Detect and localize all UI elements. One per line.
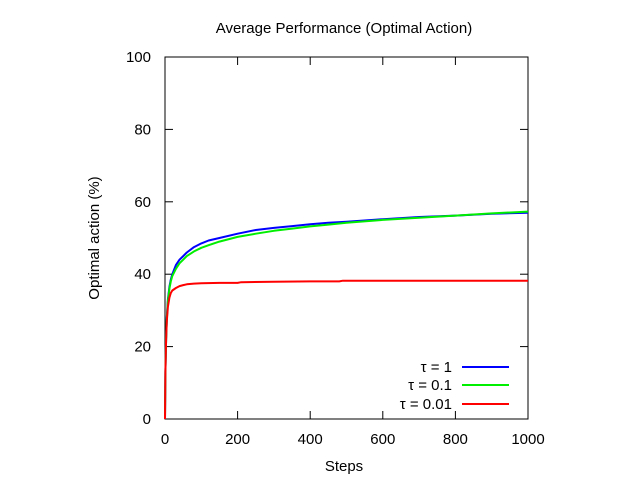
x-tick-label: 600 bbox=[370, 431, 395, 448]
x-tick-label: 800 bbox=[443, 431, 468, 448]
chart-title: Average Performance (Optimal Action) bbox=[216, 20, 473, 37]
y-tick-label: 20 bbox=[134, 339, 151, 356]
series-layer bbox=[164, 210, 529, 420]
y-axis-label: Optimal action (%) bbox=[86, 176, 103, 299]
legend-label: τ = 1 bbox=[421, 359, 452, 376]
series-line-1 bbox=[164, 211, 529, 420]
axis-ticks: 0 200 400 600 800 1000 0 20 40 60 80 100 bbox=[126, 49, 545, 448]
legend-label: τ = 0.01 bbox=[400, 396, 452, 413]
y-tick-label: 0 bbox=[143, 411, 151, 428]
x-tick-label: 200 bbox=[225, 431, 250, 448]
plot-frame bbox=[164, 56, 529, 420]
series-line-3 bbox=[164, 279, 528, 420]
y-tick-label: 80 bbox=[134, 121, 151, 138]
legend-label: τ = 0.1 bbox=[408, 377, 452, 394]
y-tick-label: 100 bbox=[126, 49, 151, 66]
x-tick-label: 400 bbox=[298, 431, 323, 448]
x-tick-label: 1000 bbox=[511, 431, 544, 448]
y-tick-label: 40 bbox=[134, 266, 151, 283]
x-tick-label: 0 bbox=[161, 431, 169, 448]
x-axis-label: Steps bbox=[325, 458, 363, 475]
y-tick-label: 60 bbox=[134, 194, 151, 211]
legend: τ = 1τ = 0.1 τ = 0.01 bbox=[400, 359, 509, 413]
series-line-2 bbox=[164, 210, 529, 420]
